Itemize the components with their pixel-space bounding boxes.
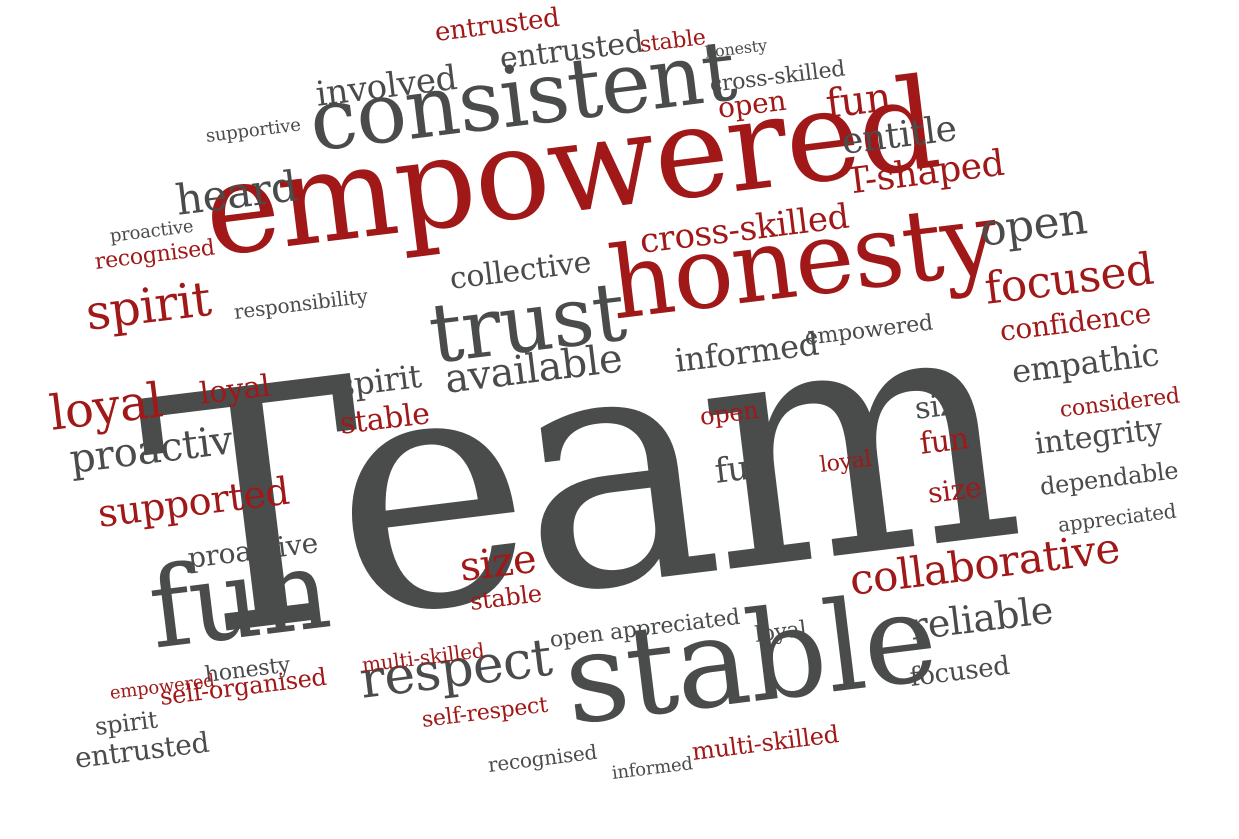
word-dependable: dependable [1038, 456, 1180, 501]
word-loyal-inner: loyal [197, 368, 273, 412]
word-fun-right-red: fun [917, 421, 971, 462]
word-empathic: empathic [1009, 335, 1162, 391]
word-informed-bottom: informed [610, 753, 694, 784]
word-recognised-bottom: recognised [486, 739, 599, 777]
word-open: open [976, 193, 1090, 257]
word-spirit-bottom: spirit [93, 705, 159, 741]
word-integrity: integrity [1032, 411, 1165, 462]
word-open-right: open [698, 395, 760, 431]
word-spirit: spirit [82, 270, 214, 342]
word-size-right-red: size [925, 470, 984, 510]
word-open-top: open [715, 83, 788, 125]
word-fun-right: fun [712, 445, 773, 492]
word-size-right: size [912, 385, 975, 427]
word-honesty-top: honesty [703, 35, 768, 62]
word-spirit-inner: spirit [335, 356, 424, 405]
